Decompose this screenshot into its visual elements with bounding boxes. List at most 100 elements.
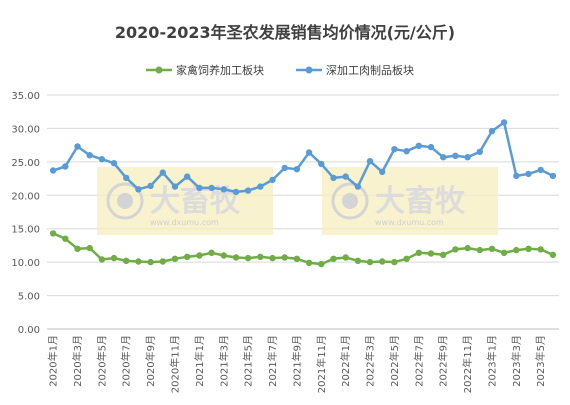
data-point[interactable] — [476, 148, 483, 155]
data-point[interactable] — [391, 258, 398, 266]
data-point[interactable] — [293, 255, 301, 262]
data-point[interactable] — [257, 253, 264, 260]
data-point[interactable] — [147, 258, 154, 266]
data-point[interactable] — [232, 188, 240, 196]
data-point[interactable] — [379, 168, 386, 176]
data-point[interactable] — [318, 160, 325, 168]
data-point[interactable] — [427, 250, 435, 257]
data-point[interactable] — [391, 146, 398, 153]
data-point[interactable] — [269, 254, 276, 262]
data-point[interactable] — [123, 257, 130, 264]
data-point[interactable] — [513, 246, 520, 254]
data-point[interactable] — [220, 186, 227, 193]
data-point[interactable] — [135, 186, 142, 193]
data-point[interactable] — [549, 172, 557, 180]
data-point[interactable] — [74, 143, 81, 150]
data-point[interactable] — [513, 172, 520, 180]
data-point[interactable] — [464, 154, 471, 161]
data-point[interactable] — [440, 251, 447, 258]
data-point[interactable] — [525, 170, 532, 178]
x-tick-label: 2021年7月 — [266, 335, 279, 387]
data-point[interactable] — [110, 254, 118, 262]
data-point[interactable] — [184, 173, 191, 180]
data-point[interactable] — [342, 254, 349, 261]
data-point[interactable] — [147, 182, 154, 190]
data-point[interactable] — [86, 152, 93, 159]
data-point[interactable] — [464, 244, 471, 252]
watermark-url-right: www.dxumu.com — [375, 218, 444, 227]
legend-item-series-1[interactable]: 深加工肉制品板块 — [296, 63, 414, 77]
data-point[interactable] — [354, 257, 362, 264]
x-tick-label: 2021年9月 — [290, 335, 303, 387]
data-point[interactable] — [232, 254, 240, 261]
data-point[interactable] — [244, 187, 252, 194]
data-point[interactable] — [366, 258, 374, 266]
x-tick-label: 2022年11月 — [461, 335, 474, 393]
data-point[interactable] — [220, 252, 227, 259]
data-point[interactable] — [123, 174, 130, 182]
x-tick-label: 2023年3月 — [510, 335, 523, 387]
data-point[interactable] — [86, 244, 93, 252]
data-point[interactable] — [537, 246, 544, 253]
data-point[interactable] — [49, 230, 57, 237]
data-point[interactable] — [269, 176, 276, 184]
data-point[interactable] — [281, 164, 288, 172]
x-tick-label: 2020年1月 — [47, 335, 60, 387]
data-point[interactable] — [196, 184, 203, 192]
data-point[interactable] — [415, 142, 422, 149]
legend-label-series-0: 家禽饲养加工板块 — [176, 63, 264, 77]
data-point[interactable] — [488, 245, 496, 252]
data-point[interactable] — [537, 166, 544, 174]
data-point[interactable] — [440, 154, 447, 161]
data-point[interactable] — [171, 183, 179, 190]
data-point[interactable] — [62, 163, 69, 170]
data-point[interactable] — [293, 166, 301, 173]
data-point[interactable] — [500, 249, 508, 256]
data-point[interactable] — [342, 173, 349, 180]
data-point[interactable] — [208, 184, 215, 192]
data-point[interactable] — [74, 245, 81, 252]
x-tick-label: 2021年3月 — [217, 335, 230, 387]
data-point[interactable] — [62, 235, 69, 242]
data-point[interactable] — [452, 152, 459, 159]
data-point[interactable] — [330, 255, 337, 262]
data-point[interactable] — [257, 183, 264, 190]
data-point[interactable] — [330, 174, 337, 182]
data-point[interactable] — [196, 252, 203, 259]
y-axis: 0.00 5.00 10.00 15.00 20.00 25.00 30.00 35.00 — [11, 91, 40, 336]
data-point[interactable] — [281, 254, 288, 261]
data-point[interactable] — [354, 183, 362, 190]
data-point[interactable] — [500, 119, 508, 126]
data-point[interactable] — [110, 160, 118, 167]
data-point[interactable] — [525, 245, 532, 252]
data-point[interactable] — [415, 249, 422, 256]
data-point[interactable] — [184, 253, 191, 260]
y-tick-label: 30.00 — [11, 124, 40, 135]
data-point[interactable] — [403, 255, 410, 262]
legend-item-series-0[interactable]: 家禽饲养加工板块 — [146, 63, 264, 77]
data-point[interactable] — [98, 256, 106, 263]
data-point[interactable] — [159, 258, 166, 265]
chart-title: 2020-2023年圣农发展销售均价情况(元/公斤) — [115, 23, 455, 42]
y-tick-label: 25.00 — [11, 158, 40, 169]
data-point[interactable] — [403, 148, 410, 155]
data-point[interactable] — [49, 167, 57, 174]
data-point[interactable] — [305, 149, 313, 156]
data-point[interactable] — [366, 158, 374, 165]
data-point[interactable] — [427, 143, 435, 151]
data-point[interactable] — [244, 254, 252, 262]
y-tick-label: 0.00 — [18, 325, 40, 336]
data-point[interactable] — [171, 255, 179, 262]
data-point[interactable] — [135, 258, 142, 265]
data-point[interactable] — [452, 246, 459, 253]
data-point[interactable] — [549, 251, 557, 258]
data-point[interactable] — [98, 156, 106, 163]
data-point[interactable] — [379, 258, 386, 265]
data-point[interactable] — [488, 127, 496, 135]
watermark-url-left: www.dxumu.com — [150, 218, 219, 227]
data-point[interactable] — [318, 260, 325, 268]
data-point[interactable] — [305, 259, 313, 266]
data-point[interactable] — [476, 246, 483, 254]
data-point[interactable] — [208, 249, 215, 256]
data-point[interactable] — [159, 169, 166, 176]
